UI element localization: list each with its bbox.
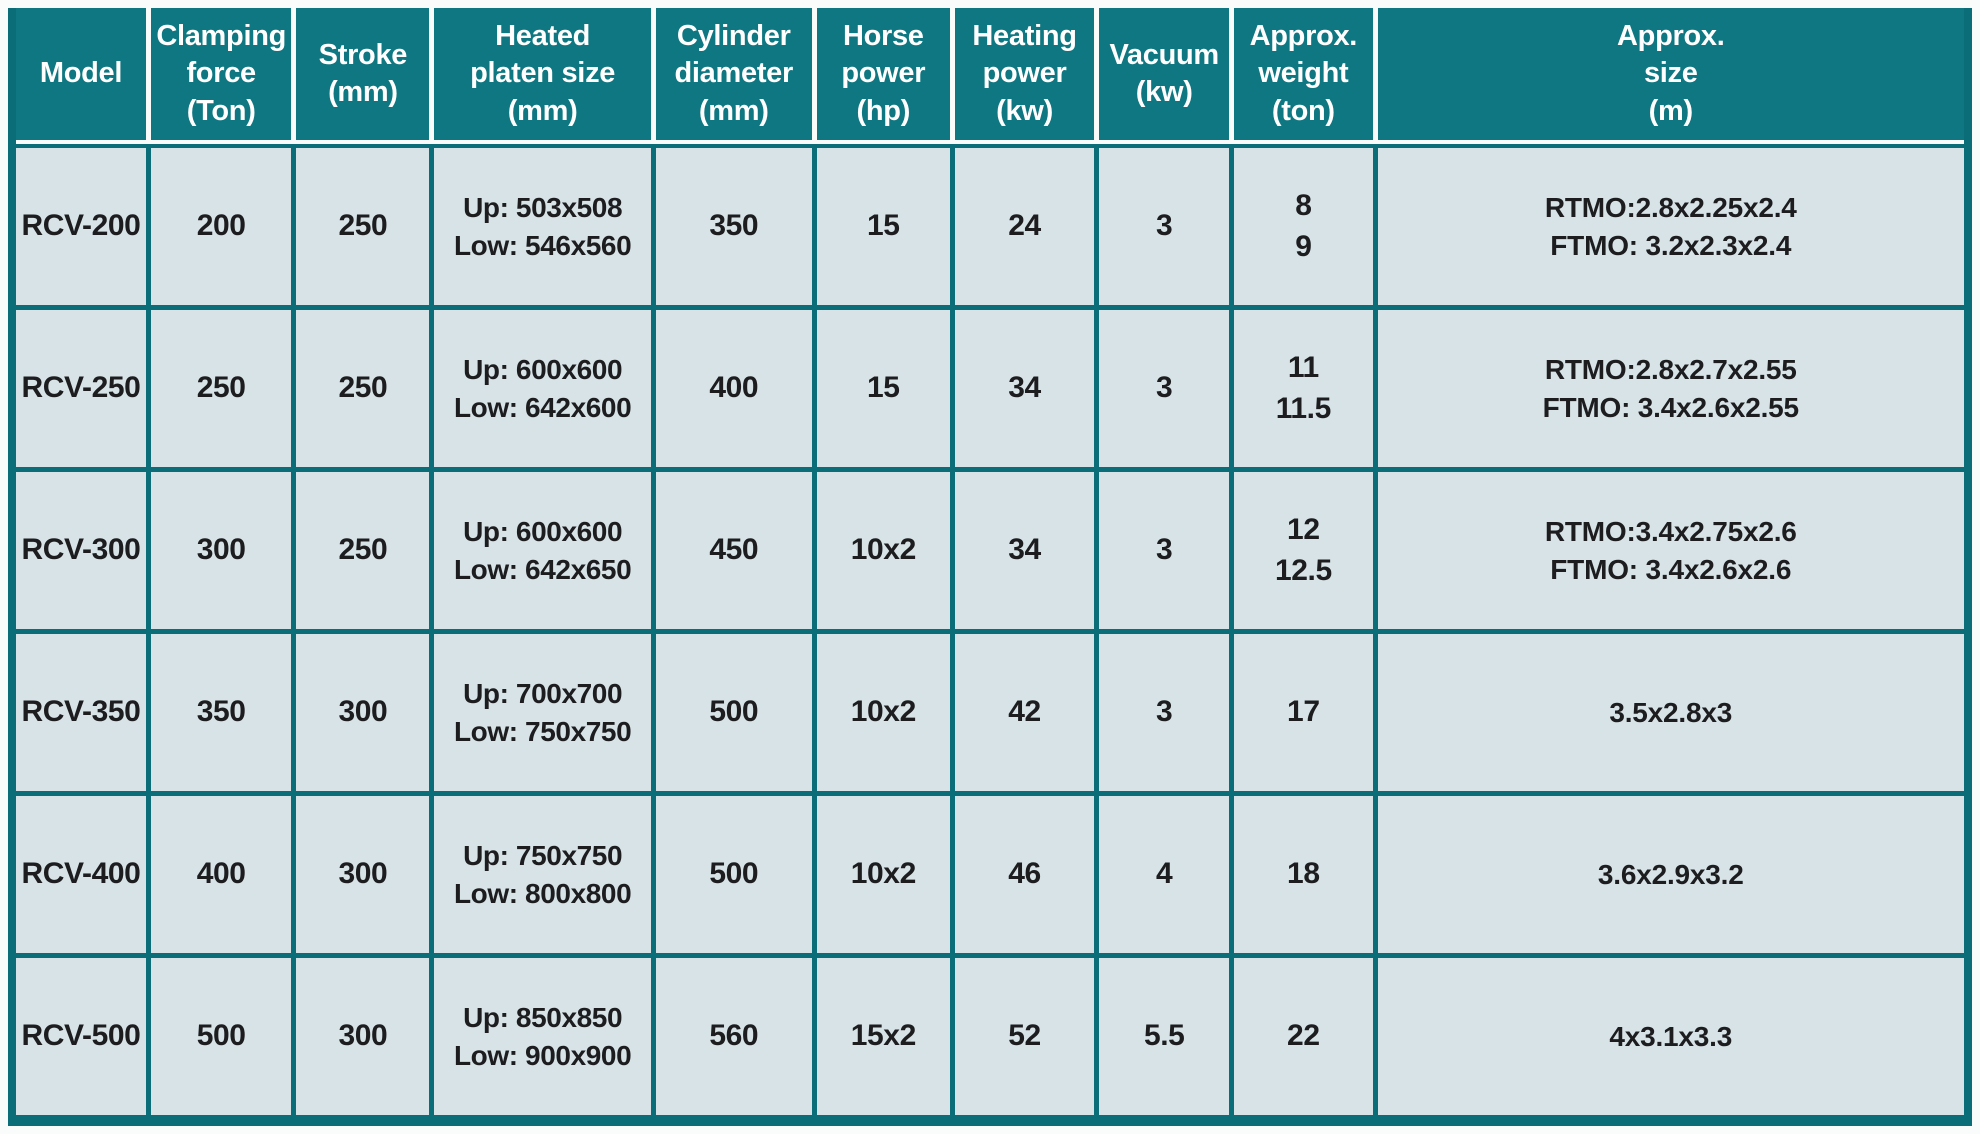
row-RCV-250-cell-model: RCV-250	[16, 310, 146, 467]
row-RCV-400-cell-model: RCV-400	[16, 796, 146, 953]
row-RCV-200-cell-clamping: 200	[150, 148, 292, 305]
header-cell-cylinder: Cylinder diameter (mm)	[655, 8, 812, 140]
row-RCV-350-cell-horse: 10x2	[816, 634, 950, 791]
table-body: RCV-200 200 250 Up: 503x508 Low: 546x560 350…	[16, 144, 1964, 1116]
row-RCV-300-cell-platen: Up: 600x600 Low: 642x650	[434, 472, 651, 629]
row-RCV-200-cell-vacuum: 3	[1099, 148, 1230, 305]
row-RCV-350-cell-size: 3.5x2.8x3	[1377, 634, 1964, 791]
row-RCV-400-cell-platen: Up: 750x750 Low: 800x800	[434, 796, 651, 953]
row-RCV-500-cell-clamping: 500	[150, 958, 292, 1115]
header-cell-platen: Heated platen size (mm)	[434, 8, 651, 140]
row-RCV-350-cell-model: RCV-350	[16, 634, 146, 791]
row-RCV-350-cell-stroke: 300	[296, 634, 430, 791]
row-RCV-500-cell-model: RCV-500	[16, 958, 146, 1115]
row-RCV-200-cell-platen: Up: 503x508 Low: 546x560	[434, 148, 651, 305]
row-RCV-400-cell-clamping: 400	[150, 796, 292, 953]
row-RCV-500-cell-platen: Up: 850x850 Low: 900x900	[434, 958, 651, 1115]
row-RCV-500-cell-heating: 52	[954, 958, 1095, 1115]
row-RCV-300-cell-size: RTMO:3.4x2.75x2.6 FTMO: 3.4x2.6x2.6	[1377, 472, 1964, 629]
row-RCV-200-cell-heating: 24	[954, 148, 1095, 305]
header-cell-stroke: Stroke (mm)	[296, 8, 430, 140]
row-RCV-200-cell-size: RTMO:2.8x2.25x2.4 FTMO: 3.2x2.3x2.4	[1377, 148, 1964, 305]
header-cell-weight: Approx. weight (ton)	[1234, 8, 1373, 140]
row-RCV-250-cell-stroke: 250	[296, 310, 430, 467]
spec-table: Model Clamping force (Ton) Stroke (mm) Heat…	[8, 8, 1972, 1126]
row-RCV-500-cell-horse: 15x2	[816, 958, 950, 1115]
row-RCV-350-cell-clamping: 350	[150, 634, 292, 791]
row-RCV-500-cell-vacuum: 5.5	[1099, 958, 1230, 1115]
row-RCV-250-cell-vacuum: 3	[1099, 310, 1230, 467]
row-RCV-250-cell-heating: 34	[954, 310, 1095, 467]
row-RCV-250-cell-horse: 15	[816, 310, 950, 467]
row-RCV-300-cell-horse: 10x2	[816, 472, 950, 629]
row-RCV-200-cell-horse: 15	[816, 148, 950, 305]
header-cell-heating: Heating power (kw)	[954, 8, 1095, 140]
row-RCV-400-cell-vacuum: 4	[1099, 796, 1230, 953]
header-cell-model: Model	[16, 8, 146, 140]
row-RCV-200-cell-stroke: 250	[296, 148, 430, 305]
row-RCV-500-cell-cylinder: 560	[655, 958, 812, 1115]
row-RCV-350-cell-vacuum: 3	[1099, 634, 1230, 791]
row-RCV-300-cell-cylinder: 450	[655, 472, 812, 629]
header-cell-clamping: Clamping force (Ton)	[150, 8, 292, 140]
row-RCV-350-cell-cylinder: 500	[655, 634, 812, 791]
row-RCV-400-cell-stroke: 300	[296, 796, 430, 953]
row-RCV-300-cell-clamping: 300	[150, 472, 292, 629]
row-RCV-300-cell-heating: 34	[954, 472, 1095, 629]
row-RCV-400-cell-heating: 46	[954, 796, 1095, 953]
header-cell-horse: Horse power (hp)	[816, 8, 950, 140]
row-RCV-200-cell-cylinder: 350	[655, 148, 812, 305]
row-RCV-400-cell-size: 3.6x2.9x3.2	[1377, 796, 1964, 953]
row-RCV-200-cell-model: RCV-200	[16, 148, 146, 305]
row-RCV-250-cell-platen: Up: 600x600 Low: 642x600	[434, 310, 651, 467]
row-RCV-200-cell-weight: 8 9	[1234, 148, 1373, 305]
header-cell-vacuum: Vacuum (kw)	[1099, 8, 1230, 140]
header-cell-size: Approx. size (m)	[1377, 8, 1964, 140]
table-header-row: Model Clamping force (Ton) Stroke (mm) Heat…	[16, 8, 1964, 144]
row-RCV-500-cell-weight: 22	[1234, 958, 1373, 1115]
row-RCV-250-cell-cylinder: 400	[655, 310, 812, 467]
row-RCV-300-cell-weight: 12 12.5	[1234, 472, 1373, 629]
row-RCV-250-cell-clamping: 250	[150, 310, 292, 467]
row-RCV-500-cell-stroke: 300	[296, 958, 430, 1115]
row-RCV-350-cell-platen: Up: 700x700 Low: 750x750	[434, 634, 651, 791]
row-RCV-300-cell-stroke: 250	[296, 472, 430, 629]
row-RCV-250-cell-weight: 11 11.5	[1234, 310, 1373, 467]
row-RCV-350-cell-heating: 42	[954, 634, 1095, 791]
row-RCV-300-cell-vacuum: 3	[1099, 472, 1230, 629]
row-RCV-400-cell-weight: 18	[1234, 796, 1373, 953]
row-RCV-400-cell-horse: 10x2	[816, 796, 950, 953]
row-RCV-300-cell-model: RCV-300	[16, 472, 146, 629]
row-RCV-400-cell-cylinder: 500	[655, 796, 812, 953]
row-RCV-500-cell-size: 4x3.1x3.3	[1377, 958, 1964, 1115]
row-RCV-250-cell-size: RTMO:2.8x2.7x2.55 FTMO: 3.4x2.6x2.55	[1377, 310, 1964, 467]
row-RCV-350-cell-weight: 17	[1234, 634, 1373, 791]
